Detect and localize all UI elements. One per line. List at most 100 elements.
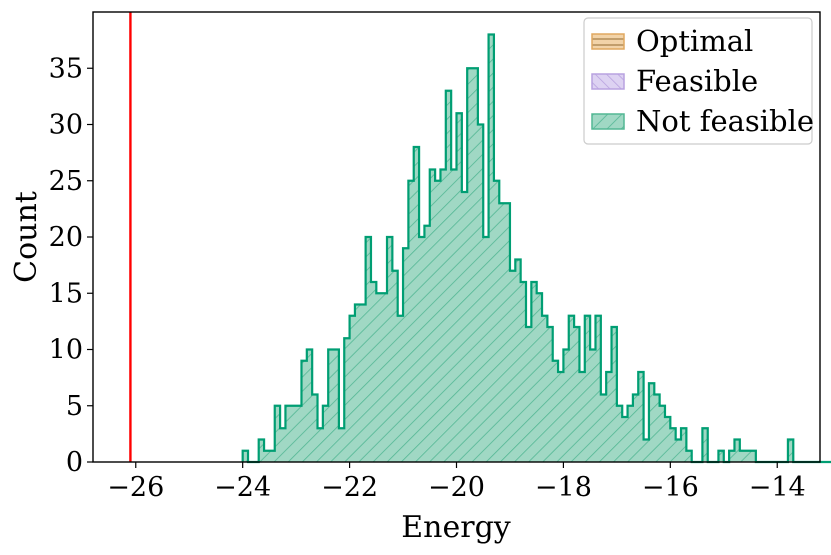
legend-swatch-optimal	[591, 33, 625, 50]
x-tick-label: −24	[214, 472, 271, 503]
histogram-bar	[750, 450, 757, 462]
histogram-bar	[477, 124, 484, 462]
not-feasible-step-outline	[241, 33, 831, 464]
histogram-bar	[590, 349, 596, 462]
x-tick-label: −14	[749, 472, 806, 503]
histogram-bar	[472, 68, 479, 462]
x-axis-label: Energy	[401, 510, 511, 545]
histogram-bar	[531, 282, 538, 462]
histogram-bar	[509, 270, 516, 462]
legend-swatch-feasible	[591, 73, 625, 90]
histogram-bar	[739, 450, 746, 462]
histogram-bar	[606, 372, 612, 462]
histogram-bar	[515, 259, 522, 462]
histogram-bar	[403, 248, 409, 462]
histogram-bar	[643, 439, 650, 462]
histogram-bar	[745, 450, 751, 462]
histogram-bar	[322, 405, 329, 462]
histogram-bar	[595, 315, 602, 462]
legend-swatch-not-feasible	[591, 113, 625, 130]
y-tick-label: 20	[49, 222, 83, 253]
histogram-bar	[344, 338, 350, 462]
histogram-bar	[536, 293, 543, 462]
histogram-bar	[349, 315, 356, 462]
histogram-bar	[435, 180, 441, 462]
histogram-bars	[242, 34, 794, 462]
x-tick-label: −18	[535, 472, 592, 503]
histogram-bar	[525, 327, 532, 462]
histogram-bar	[542, 315, 548, 462]
histogram-bar	[451, 169, 457, 462]
histogram-bar	[397, 315, 404, 462]
y-tick-label: 15	[49, 278, 83, 309]
y-tick-label: 0	[66, 447, 83, 478]
histogram-bar	[499, 203, 506, 462]
histogram-bar	[493, 180, 500, 462]
y-tick-label: 5	[66, 391, 83, 422]
histogram-bar	[274, 405, 281, 462]
x-tick-label: −26	[107, 472, 164, 503]
histogram-bar	[242, 450, 249, 462]
histogram-bar	[419, 237, 425, 462]
histogram-bar	[360, 304, 367, 462]
histogram-bar	[632, 394, 639, 462]
histogram-bar	[547, 327, 554, 462]
histogram-bar	[574, 327, 580, 462]
histogram-bar	[306, 349, 313, 462]
histogram-bar	[424, 225, 431, 462]
histogram-bar	[408, 180, 415, 462]
histogram-bar	[376, 293, 383, 462]
x-tick-label: −20	[428, 472, 485, 503]
histogram-bar	[670, 428, 677, 462]
y-tick-label: 30	[49, 110, 83, 141]
legend-frame	[583, 17, 813, 145]
histogram-bar	[301, 360, 308, 462]
histogram-bar	[675, 439, 682, 462]
histogram-bar	[392, 270, 399, 462]
histogram-bar	[558, 372, 564, 462]
histogram-bar	[627, 405, 634, 462]
histogram-bar	[387, 237, 393, 462]
histogram-bar	[312, 394, 318, 462]
histogram-bar	[456, 113, 463, 462]
histogram-bar	[264, 450, 270, 462]
histogram-bar	[718, 450, 725, 462]
x-tick-label: −22	[321, 472, 378, 503]
histogram-bar	[333, 349, 340, 462]
histogram-bar	[354, 304, 361, 462]
histogram-bar	[702, 428, 709, 462]
histogram-bar	[285, 405, 292, 462]
x-tick-label: −16	[642, 472, 699, 503]
histogram-bar	[381, 293, 388, 462]
histogram-bar	[483, 237, 489, 462]
histogram-bar	[488, 34, 495, 462]
y-axis-ticks: 0 5 10 15 20 25 30 35	[49, 53, 93, 478]
legend-label-not-feasible: Not feasible	[636, 104, 814, 138]
histogram-bar	[317, 428, 324, 462]
legend-label-feasible: Feasible	[636, 64, 758, 98]
histogram-bar	[429, 169, 436, 462]
histogram-bar	[686, 450, 693, 462]
y-tick-label: 25	[49, 166, 83, 197]
histogram-bar	[568, 315, 575, 462]
histogram-bar	[504, 203, 511, 462]
histogram-bar	[563, 349, 570, 462]
histogram-bar	[269, 450, 276, 462]
y-tick-label: 10	[49, 335, 83, 366]
histogram-bar	[734, 439, 741, 462]
legend: Optimal Feasible Not feasible	[583, 17, 814, 145]
histogram-bar	[638, 372, 644, 462]
histogram-bar	[681, 428, 687, 462]
y-axis-label: Count	[9, 191, 44, 283]
histogram-bar	[258, 439, 265, 462]
histogram-bar	[787, 439, 794, 462]
histogram-bar	[445, 90, 452, 462]
x-axis-ticks: −26 −24 −22 −20 −18 −16 −14	[107, 462, 806, 503]
histogram-bar	[290, 405, 297, 462]
histogram-bar	[616, 405, 623, 462]
histogram-bar	[600, 394, 607, 462]
histogram-bar	[552, 360, 559, 462]
histogram-bar	[461, 192, 468, 462]
histogram-bar	[520, 282, 527, 462]
